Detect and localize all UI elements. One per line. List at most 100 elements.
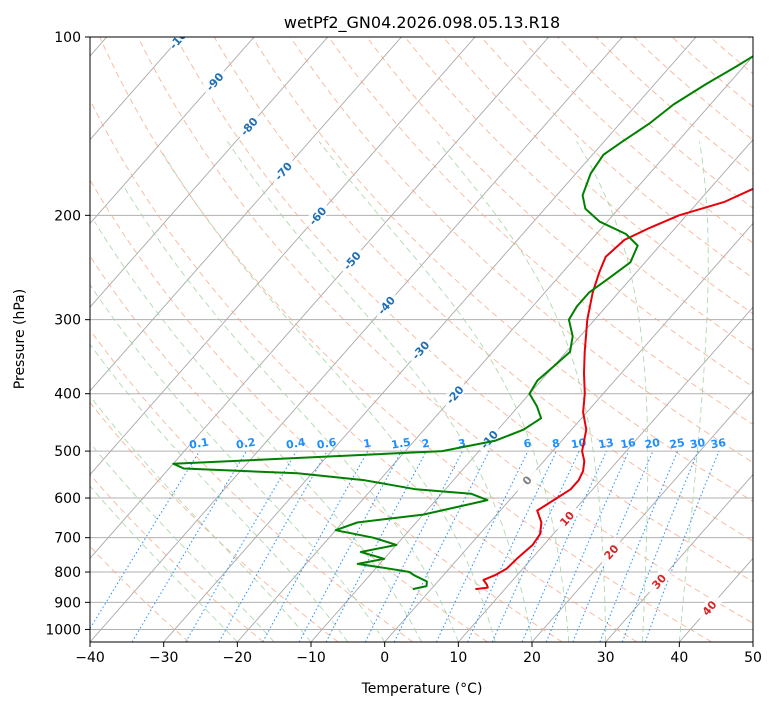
x-tick-label: 0 xyxy=(380,650,389,666)
y-tick-label: 100 xyxy=(54,30,81,46)
moist-adiabat xyxy=(94,221,422,642)
isotherm-label: -20 xyxy=(440,379,469,410)
dry-adiabat xyxy=(90,473,264,642)
dry-adiabat xyxy=(709,37,753,75)
moist-adiabat xyxy=(160,149,496,642)
isotherm-label-bg xyxy=(234,111,263,141)
isotherm-label-bg xyxy=(165,37,195,52)
isotherm-line xyxy=(90,37,402,392)
dry-adiabat xyxy=(633,37,753,141)
isotherm-line xyxy=(90,37,550,559)
plot-area: 0.10.20.40.611.52346810131620253036-100-… xyxy=(90,37,753,642)
isotherm-label: 0 xyxy=(512,465,541,495)
temperature-profile xyxy=(475,187,753,591)
mixing-ratio-label: 0.4 xyxy=(285,436,307,452)
moist-adiabat xyxy=(678,141,709,642)
mixing-ratio-label: 6 xyxy=(523,437,533,451)
mixing-ratio-label: 20 xyxy=(644,436,662,451)
mixing-ratio-line xyxy=(545,450,630,642)
y-tick-label: 200 xyxy=(54,208,81,224)
axes: −40 −30 −20 −10 0 10 20 30 40 5010020030040050060… xyxy=(45,30,762,666)
dry-adiabat xyxy=(557,37,753,209)
y-axis-label: Pressure (hPa) xyxy=(12,289,28,389)
isotherm-line xyxy=(678,557,753,642)
isotherm-line xyxy=(90,37,181,141)
isotherm-line xyxy=(384,222,753,642)
mixing-ratio-line xyxy=(621,450,699,642)
isotherm-line xyxy=(605,473,753,642)
x-tick-label: −10 xyxy=(296,650,326,666)
mixing-ratio-line xyxy=(325,450,427,642)
x-tick-label: 40 xyxy=(670,650,688,666)
isotherm-label: -90 xyxy=(200,66,229,97)
dry-adiabat xyxy=(175,37,753,583)
mixing-ratio-label: 0.2 xyxy=(235,436,256,452)
dry-adiabat xyxy=(748,37,753,42)
mixing-ratio-label: 8 xyxy=(551,437,561,451)
moist-adiabats xyxy=(90,141,709,642)
isotherm-label-bg xyxy=(268,156,298,186)
mixing-ratio-line xyxy=(435,450,529,642)
mixing-ratio-line xyxy=(491,450,580,642)
mixing-ratio-line xyxy=(185,450,297,642)
isotherm-line xyxy=(163,37,697,642)
isotherm-label-bg xyxy=(644,566,673,596)
y-tick-label: 300 xyxy=(54,313,81,329)
y-tick-label: 1000 xyxy=(45,622,81,638)
plot-frame xyxy=(89,36,754,643)
isotherm-line xyxy=(752,641,753,642)
isotherm-label-bg xyxy=(303,200,332,231)
isotherm-label: 30 xyxy=(644,566,673,596)
dry-adiabat xyxy=(213,37,753,542)
mixing-ratio-label: 0.1 xyxy=(188,436,209,452)
mixing-ratio-label: 30 xyxy=(689,436,707,451)
mixing-ratio-line xyxy=(218,450,328,642)
isotherm-label-bg xyxy=(406,334,435,365)
mixing-ratio-line xyxy=(521,450,608,642)
dry-adiabat xyxy=(90,401,339,642)
isotherm-label: -30 xyxy=(406,334,435,365)
mixing-ratio-label: 25 xyxy=(668,436,685,451)
moist-adiabat xyxy=(227,141,533,642)
dry-adiabat xyxy=(366,37,753,388)
x-tick-label: 30 xyxy=(597,650,615,666)
isotherm-label-bg xyxy=(552,503,581,534)
y-tick-label: 600 xyxy=(54,491,81,507)
isotherm-label-bg xyxy=(371,290,401,320)
y-tick-label: 800 xyxy=(54,565,81,581)
mixing-ratio-line xyxy=(599,450,679,642)
y-tick-label: 900 xyxy=(54,595,81,611)
isotherm-label-bg xyxy=(596,536,625,567)
mixing-ratio-label: 36 xyxy=(710,436,728,451)
isotherm-label-bg xyxy=(337,245,366,276)
isotherm-label: -70 xyxy=(268,156,298,186)
dry-adiabat xyxy=(252,37,753,502)
mixing-ratio-label: 3 xyxy=(457,437,467,451)
dry-adiabat xyxy=(99,37,712,642)
moist-adiabat xyxy=(90,485,238,642)
y-tick-label: 500 xyxy=(54,444,81,460)
x-tick-label: 20 xyxy=(523,650,541,666)
isotherm-lines xyxy=(90,37,753,642)
isotherm-label: -50 xyxy=(337,245,366,276)
moist-adiabat xyxy=(436,141,607,642)
dry-adiabat xyxy=(90,99,638,642)
mixing-ratio-line xyxy=(90,450,200,630)
isotherm-label-bg xyxy=(474,424,503,454)
mixing-ratio-label: 2 xyxy=(421,437,431,451)
y-tick-label: 400 xyxy=(54,387,81,403)
dewpoint-profile xyxy=(172,55,753,591)
isotherm-label-bg xyxy=(440,379,469,410)
isotherm-line xyxy=(457,306,753,642)
dry-adiabat xyxy=(90,255,488,642)
isotherm-label: 40 xyxy=(694,592,724,623)
moist-adiabat xyxy=(90,395,312,642)
dry-adiabat xyxy=(90,329,414,642)
dry-adiabats xyxy=(90,37,753,642)
moist-adiabat xyxy=(90,343,349,642)
isotherm-label: -40 xyxy=(371,290,401,320)
mixing-ratio-line xyxy=(393,450,490,642)
mixing-ratio-line xyxy=(644,450,720,642)
isotherm-label: -60 xyxy=(303,200,332,231)
